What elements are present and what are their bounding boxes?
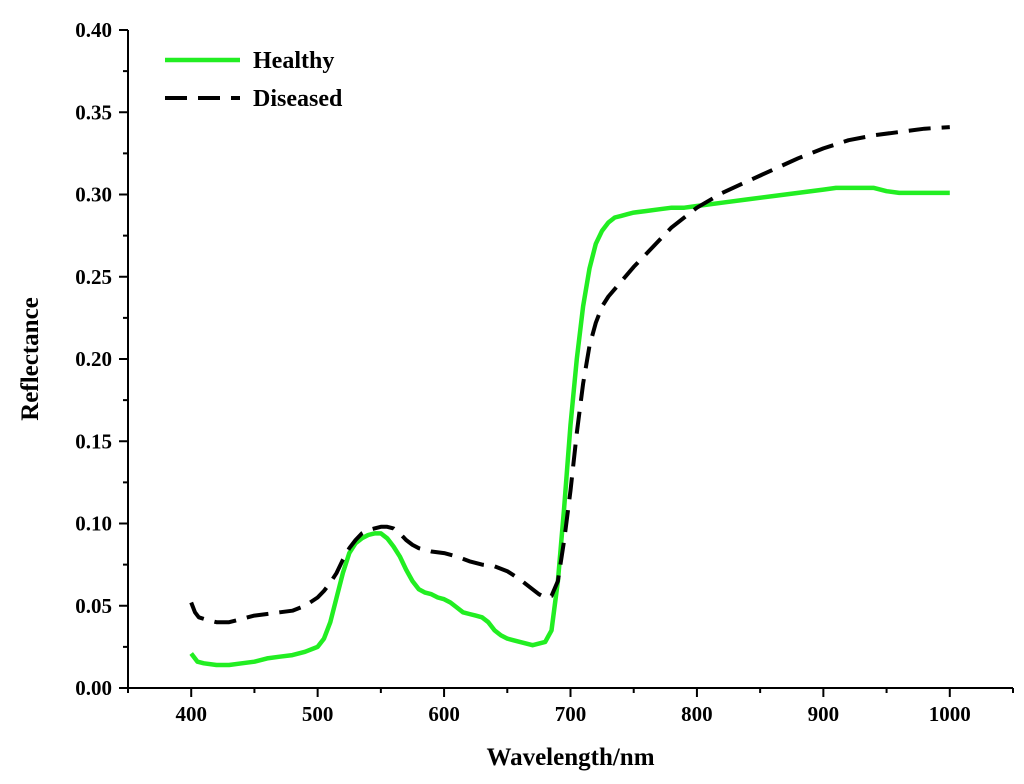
x-tick-label: 600 <box>428 702 460 726</box>
x-tick-label: 400 <box>175 702 207 726</box>
x-tick-label: 500 <box>302 702 334 726</box>
series-line-diseased <box>189 125 950 625</box>
y-tick-label: 0.05 <box>75 594 112 618</box>
x-tick-label: 800 <box>681 702 713 726</box>
y-tick-label: 0.20 <box>75 347 112 371</box>
x-tick-label: 900 <box>808 702 840 726</box>
y-tick-label: 0.30 <box>75 183 112 207</box>
series-line-healthy <box>189 185 950 668</box>
legend: Healthy Diseased <box>165 48 343 112</box>
legend-label-healthy: Healthy <box>253 48 334 74</box>
x-tick-label: 1000 <box>929 702 971 726</box>
axes-layer: 400 500 600 700 800 900 1000 0.00 0.05 0.10 0.15 0.… <box>75 18 1014 726</box>
y-tick-label: 0.15 <box>75 429 112 453</box>
y-tick-label: 0.00 <box>75 676 112 700</box>
legend-label-diseased: Diseased <box>253 86 343 112</box>
series-layer <box>189 125 950 668</box>
y-tick-label: 0.40 <box>75 18 112 42</box>
y-tick-label: 0.25 <box>75 265 112 289</box>
y-tick-label: 0.10 <box>75 512 112 536</box>
x-tick-label: 700 <box>555 702 587 726</box>
x-axis-label: Wavelength/nm <box>486 744 654 771</box>
y-axis-label: Reflectance <box>17 297 44 421</box>
y-tick-label: 0.35 <box>75 100 112 124</box>
